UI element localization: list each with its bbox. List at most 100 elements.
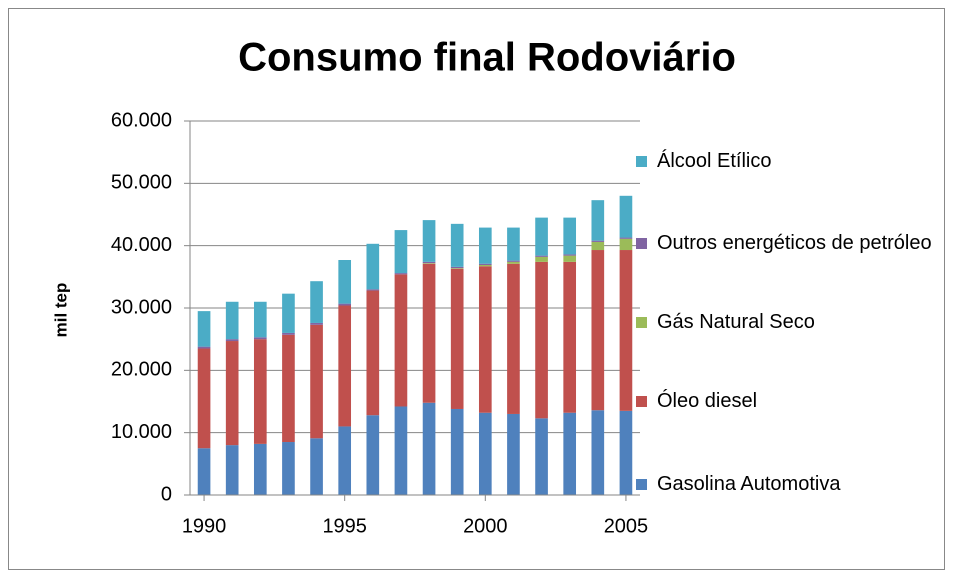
bar-segment — [619, 410, 633, 495]
bar-segment — [591, 250, 605, 411]
bar-segment — [366, 243, 380, 290]
legend-label: Álcool Etílico — [657, 150, 772, 172]
bar-segment — [253, 339, 267, 444]
bar-segment — [422, 263, 436, 403]
y-tick-label: 10.000 — [111, 421, 172, 443]
bar-segment — [450, 268, 464, 409]
bar-segment — [394, 406, 408, 495]
bar-segment — [478, 412, 492, 495]
bar-segment — [591, 241, 605, 251]
bar-segment — [507, 261, 520, 264]
legend-swatch — [636, 396, 647, 407]
bar-segment — [197, 448, 211, 495]
bar-segment — [478, 266, 492, 413]
x-tick-label: 1995 — [322, 515, 367, 537]
bar-segment — [563, 412, 577, 495]
bar-segment — [197, 311, 211, 347]
legend-swatch — [636, 317, 647, 328]
legend-swatch — [636, 156, 647, 167]
bar-segment — [619, 237, 633, 239]
bar-segment — [450, 266, 464, 269]
legend-swatch — [636, 479, 647, 490]
bar-segment — [591, 410, 605, 495]
bar-segment — [535, 418, 548, 495]
y-tick-label: 60.000 — [111, 109, 172, 131]
chart-title: Consumo final Rodoviário — [238, 36, 736, 80]
bar-segment — [422, 263, 436, 264]
bar-segment — [507, 227, 520, 261]
legend-item: Outros energéticos de petróleo — [636, 230, 946, 257]
bar-segment — [253, 301, 267, 338]
legend-label: Gasolina Automotiva — [657, 473, 841, 495]
bar-segment — [563, 255, 577, 262]
bar-segment — [422, 402, 436, 495]
legend-item: Álcool Etílico — [636, 148, 946, 175]
legend-label: Outros energéticos de petróleo — [657, 232, 932, 254]
bar-segment — [619, 250, 633, 411]
bar-segment — [338, 260, 352, 304]
bar-segment — [563, 254, 577, 256]
bar-segment — [225, 339, 239, 342]
bar-segment — [535, 255, 548, 257]
bar-segment — [310, 281, 323, 323]
bar-segment — [253, 337, 267, 340]
bar-segment — [310, 438, 323, 495]
y-tick-label: 0 — [161, 483, 172, 505]
bar-segment — [535, 256, 548, 262]
legend-item: Gasolina Automotiva — [636, 471, 946, 498]
y-tick-label: 40.000 — [111, 234, 172, 256]
bar-segment — [507, 260, 520, 262]
bar-segment — [394, 273, 408, 275]
bar-segment — [282, 332, 295, 335]
y-tick-label: 20.000 — [111, 359, 172, 381]
bar-segment — [310, 324, 323, 439]
bar-segment — [478, 263, 492, 265]
bar-segment — [478, 264, 492, 267]
bar-segment — [478, 227, 492, 264]
y-tick-label: 30.000 — [111, 296, 172, 318]
bar-segment — [507, 413, 520, 495]
bar-segment — [450, 268, 464, 269]
legend-item: Gás Natural Seco — [636, 309, 946, 336]
bar-segment — [450, 408, 464, 495]
bar-segment — [394, 274, 408, 407]
bar-segment — [535, 261, 548, 419]
legend-swatch — [636, 238, 647, 249]
bar-segment — [591, 240, 605, 242]
bar-segment — [338, 426, 352, 495]
legend-item: Óleo diesel — [636, 388, 946, 415]
bar-segment — [563, 261, 577, 413]
x-tick-label: 2005 — [604, 515, 649, 537]
bar-segment — [253, 443, 267, 495]
bar-segment — [197, 348, 211, 449]
bar-segment — [366, 415, 380, 495]
bar-segment — [422, 220, 436, 262]
bar-segment — [338, 305, 352, 427]
bar-segment — [366, 290, 380, 416]
y-axis-label: mil tep — [51, 283, 70, 338]
bar-segment — [507, 263, 520, 414]
bar-segment — [619, 238, 633, 251]
bar-segment — [310, 322, 323, 325]
bar-segment — [591, 200, 605, 241]
bar-segment — [450, 223, 464, 267]
bar-segment — [619, 195, 633, 238]
bar-segment — [394, 230, 408, 274]
bar-segment — [225, 301, 239, 340]
bar-segment — [338, 303, 352, 306]
bar-segment — [282, 334, 295, 443]
bar-segment — [366, 289, 380, 291]
legend-label: Gás Natural Seco — [657, 311, 815, 333]
bar-segment — [225, 445, 239, 495]
bar-segment — [282, 293, 295, 333]
bar-segment — [563, 217, 577, 255]
chart-border — [8, 8, 945, 570]
legend-label: Óleo diesel — [657, 390, 758, 412]
x-tick-label: 1990 — [182, 515, 227, 537]
bar-segment — [282, 442, 295, 495]
x-tick-label: 2000 — [463, 515, 508, 537]
y-tick-label: 50.000 — [111, 172, 172, 194]
bar-segment — [535, 217, 548, 256]
